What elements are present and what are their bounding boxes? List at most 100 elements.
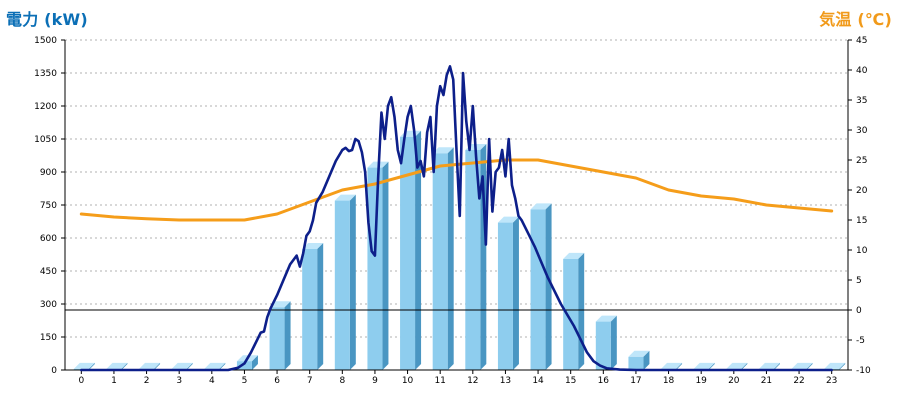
bar <box>595 321 611 370</box>
bar <box>497 222 513 370</box>
x-tick-label: 10 <box>402 376 414 386</box>
right-tick-label: 45 <box>856 36 867 46</box>
bar-side <box>578 252 585 370</box>
bar-top <box>432 147 454 154</box>
bar-side <box>349 194 356 370</box>
right-tick-label: 10 <box>856 246 868 256</box>
bar-top <box>628 350 650 357</box>
bar <box>367 167 383 370</box>
right-tick-label: 5 <box>856 276 862 286</box>
bar-side <box>610 315 617 370</box>
x-tick-label: 12 <box>467 376 478 386</box>
bar-side <box>806 362 813 370</box>
right-tick-label: 40 <box>856 66 868 76</box>
bar-top <box>530 203 552 210</box>
bar-side <box>219 362 226 370</box>
left-tick-label: 150 <box>40 333 57 343</box>
left-tick-label: 600 <box>40 234 57 244</box>
x-tick-label: 11 <box>434 376 445 386</box>
bar-top <box>824 362 846 369</box>
left-tick-label: 750 <box>40 201 57 211</box>
right-tick-label: 35 <box>856 96 867 106</box>
left-tick-label: 1500 <box>34 36 57 46</box>
bar-top <box>269 301 291 308</box>
right-axis-title: 気温 (℃) <box>819 10 892 29</box>
bar-top <box>563 252 585 259</box>
bar-top <box>204 362 226 369</box>
bar-top <box>73 362 95 369</box>
bar-top <box>661 362 683 369</box>
bar-side <box>839 362 846 370</box>
x-tick-label: 22 <box>793 376 804 386</box>
bar-side <box>382 161 389 370</box>
right-tick-label: 15 <box>856 216 867 226</box>
bar-side <box>186 362 193 370</box>
bar <box>400 136 416 370</box>
x-tick-label: 18 <box>663 376 675 386</box>
bar-top <box>334 194 356 201</box>
x-tick-label: 6 <box>274 376 280 386</box>
bar-top <box>595 315 617 322</box>
bar-side <box>545 203 552 370</box>
bar-side <box>708 362 715 370</box>
x-tick-label: 14 <box>532 376 544 386</box>
right-tick-label: -5 <box>856 336 865 346</box>
bar <box>269 307 285 370</box>
x-tick-label: 8 <box>339 376 345 386</box>
bar <box>530 209 546 370</box>
power-line <box>80 65 833 372</box>
left-tick-label: 450 <box>40 267 57 277</box>
x-tick-label: 2 <box>144 376 150 386</box>
x-tick-label: 21 <box>761 376 772 386</box>
left-tick-label: 1050 <box>34 135 57 145</box>
right-tick-label: 0 <box>856 306 862 316</box>
bar-side <box>676 362 683 370</box>
bar-side <box>773 362 780 370</box>
x-tick-label: 1 <box>111 376 117 386</box>
bar <box>465 150 481 370</box>
bar-top <box>139 362 161 369</box>
left-tick-label: 0 <box>51 366 57 376</box>
bar-top <box>302 243 324 249</box>
bar-top <box>726 362 748 369</box>
bar <box>334 200 350 370</box>
bar-top <box>171 362 193 369</box>
x-tick-label: 0 <box>78 376 84 386</box>
x-tick-label: 17 <box>630 376 641 386</box>
bar <box>563 258 579 370</box>
x-tick-label: 7 <box>307 376 313 386</box>
left-tick-label: 1350 <box>34 69 57 79</box>
bar <box>628 356 644 370</box>
bar <box>432 153 448 370</box>
x-tick-label: 9 <box>372 376 378 386</box>
bar-side <box>741 362 748 370</box>
bar-side <box>512 216 519 370</box>
bar-side <box>251 355 258 370</box>
bar-side <box>121 362 128 370</box>
bar-top <box>106 362 128 369</box>
bar-side <box>447 147 454 370</box>
bar-side <box>643 350 650 370</box>
bar-side <box>154 362 161 370</box>
bar-top <box>693 362 715 369</box>
x-tick-label: 20 <box>728 376 740 386</box>
right-tick-label: -10 <box>856 366 871 376</box>
bar-top <box>791 362 813 369</box>
right-tick-label: 30 <box>856 126 868 136</box>
left-tick-label: 1200 <box>34 102 57 112</box>
x-tick-label: 23 <box>826 376 837 386</box>
bar-top <box>758 362 780 369</box>
x-tick-label: 4 <box>209 376 215 386</box>
right-tick-label: 25 <box>856 156 867 166</box>
bar-side <box>317 243 324 370</box>
left-axis-title: 電力 (kW) <box>6 10 88 29</box>
right-tick-label: 20 <box>856 186 868 196</box>
bar <box>236 361 252 370</box>
bar-side <box>284 301 291 370</box>
left-tick-label: 300 <box>40 300 57 310</box>
x-tick-label: 19 <box>695 376 707 386</box>
bar-side <box>88 362 95 370</box>
x-tick-label: 5 <box>242 376 248 386</box>
